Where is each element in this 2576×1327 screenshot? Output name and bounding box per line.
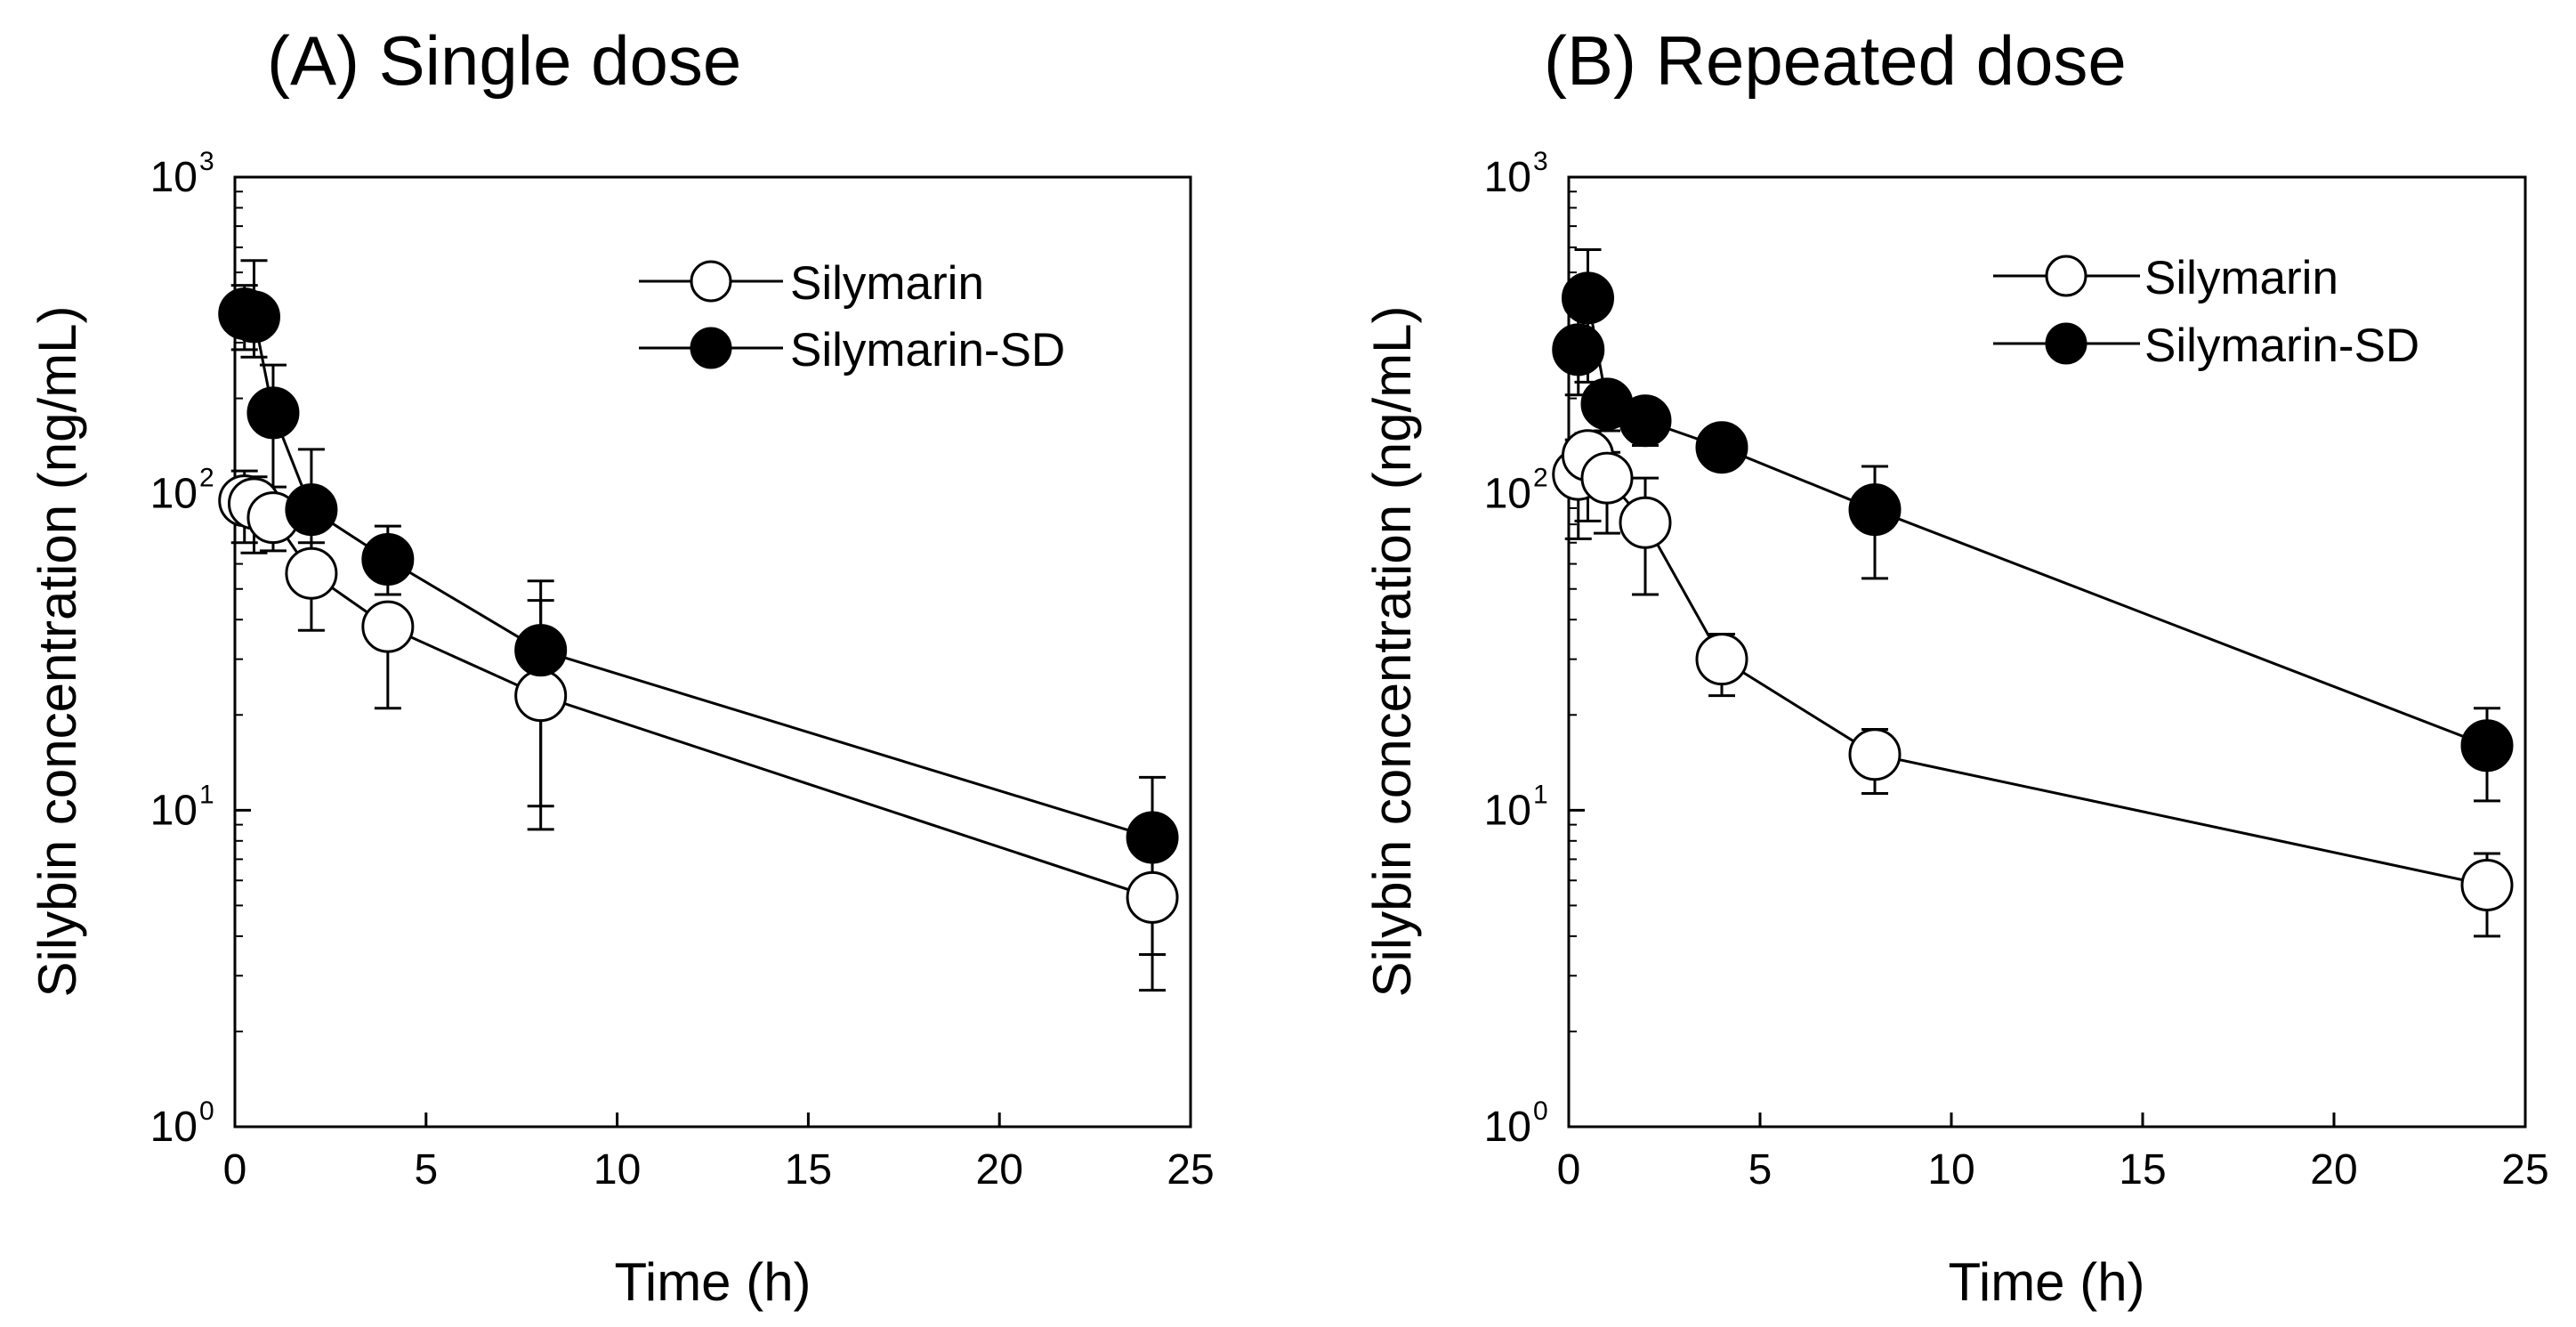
x-tick-label: 0 [223,1146,247,1193]
point-silymarin [1695,633,1748,686]
x-axis-label: Time (h) [614,1252,811,1312]
x-tick-label: 0 [1557,1146,1581,1193]
plot-frame [233,175,1192,1129]
point-silymarin-sd [1126,811,1179,864]
y-axis-label: Silybin concentration (ng/mL) [1362,305,1422,997]
point-silymarin-sd [1562,271,1614,325]
point-silymarin-sd [227,290,280,344]
point-silymarin [1126,870,1179,924]
point-silymarin [1848,728,1902,781]
y-tick-exponent: 0 [1533,1096,1548,1126]
legend-marker-silymarin-sd [690,327,732,369]
data-markers [1552,271,2514,911]
legend-marker-silymarin [690,260,732,303]
x-tick-label: 10 [594,1146,641,1193]
point-silymarin [285,546,338,600]
x-tick-label: 15 [785,1146,832,1193]
y-tick-exponent: 2 [199,464,214,493]
y-tick-label: 10 [1484,787,1531,834]
y-tick-label: 10 [1484,1104,1531,1151]
point-silymarin [1619,496,1672,549]
point-silymarin [361,600,415,653]
point-silymarin [514,669,568,723]
legend-label-silymarin-sd: Silymarin-SD [2144,320,2419,372]
y-tick-label: 10 [1484,154,1531,201]
y-tick-label: 10 [1484,471,1531,518]
point-silymarin-sd [1848,483,1902,537]
legend-marker-silymarin-sd [2045,322,2087,365]
point-silymarin-sd [1552,323,1605,376]
y-tick-exponent: 3 [1533,147,1548,176]
point-silymarin-sd [246,386,300,440]
y-tick-exponent: 1 [199,780,214,809]
x-tick-label: 5 [414,1146,438,1193]
point-silymarin [1580,451,1634,505]
y-tick-label: 10 [150,787,198,834]
legend: Silymarin Silymarin-SD [639,257,1065,376]
y-tick-exponent: 3 [199,147,214,176]
legend-label-silymarin: Silymarin [790,257,984,310]
y-tick-label: 10 [150,471,198,518]
y-tick-label: 10 [150,154,198,201]
x-tick-label: 10 [1927,1146,1974,1193]
legend-label-silymarin-sd: Silymarin-SD [790,324,1065,376]
y-tick-exponent: 1 [1533,780,1548,809]
x-tick-label: 5 [1748,1146,1773,1193]
legend: Silymarin Silymarin-SD [1993,252,2419,372]
x-tick-label: 15 [2119,1146,2166,1193]
x-tick-label: 25 [2501,1146,2548,1193]
legend-label-silymarin: Silymarin [2144,252,2338,304]
point-silymarin-sd [1695,421,1748,474]
point-silymarin-sd [514,624,568,677]
legend-marker-silymarin [2045,255,2087,297]
point-silymarin-sd [2460,719,2514,773]
y-tick-exponent: 0 [199,1096,214,1126]
chart-title: (B) Repeated dose [1544,21,2127,100]
point-silymarin-sd [1619,394,1672,448]
point-silymarin-sd [361,533,415,587]
point-silymarin [2460,858,2514,911]
x-tick-label: 20 [976,1146,1023,1193]
x-tick-label: 20 [2310,1146,2357,1193]
plot-frame [1567,175,2527,1129]
series-lines [1577,297,2488,886]
x-tick-label: 25 [1167,1146,1214,1193]
y-axis-label: Silybin concentration (ng/mL) [28,305,87,997]
x-axis-label: Time (h) [1948,1252,2144,1312]
y-tick-exponent: 2 [1533,464,1548,493]
chart-title: (A) Single dose [267,21,741,100]
data-markers [218,287,1179,924]
y-tick-label: 10 [150,1104,198,1151]
point-silymarin-sd [285,483,338,537]
